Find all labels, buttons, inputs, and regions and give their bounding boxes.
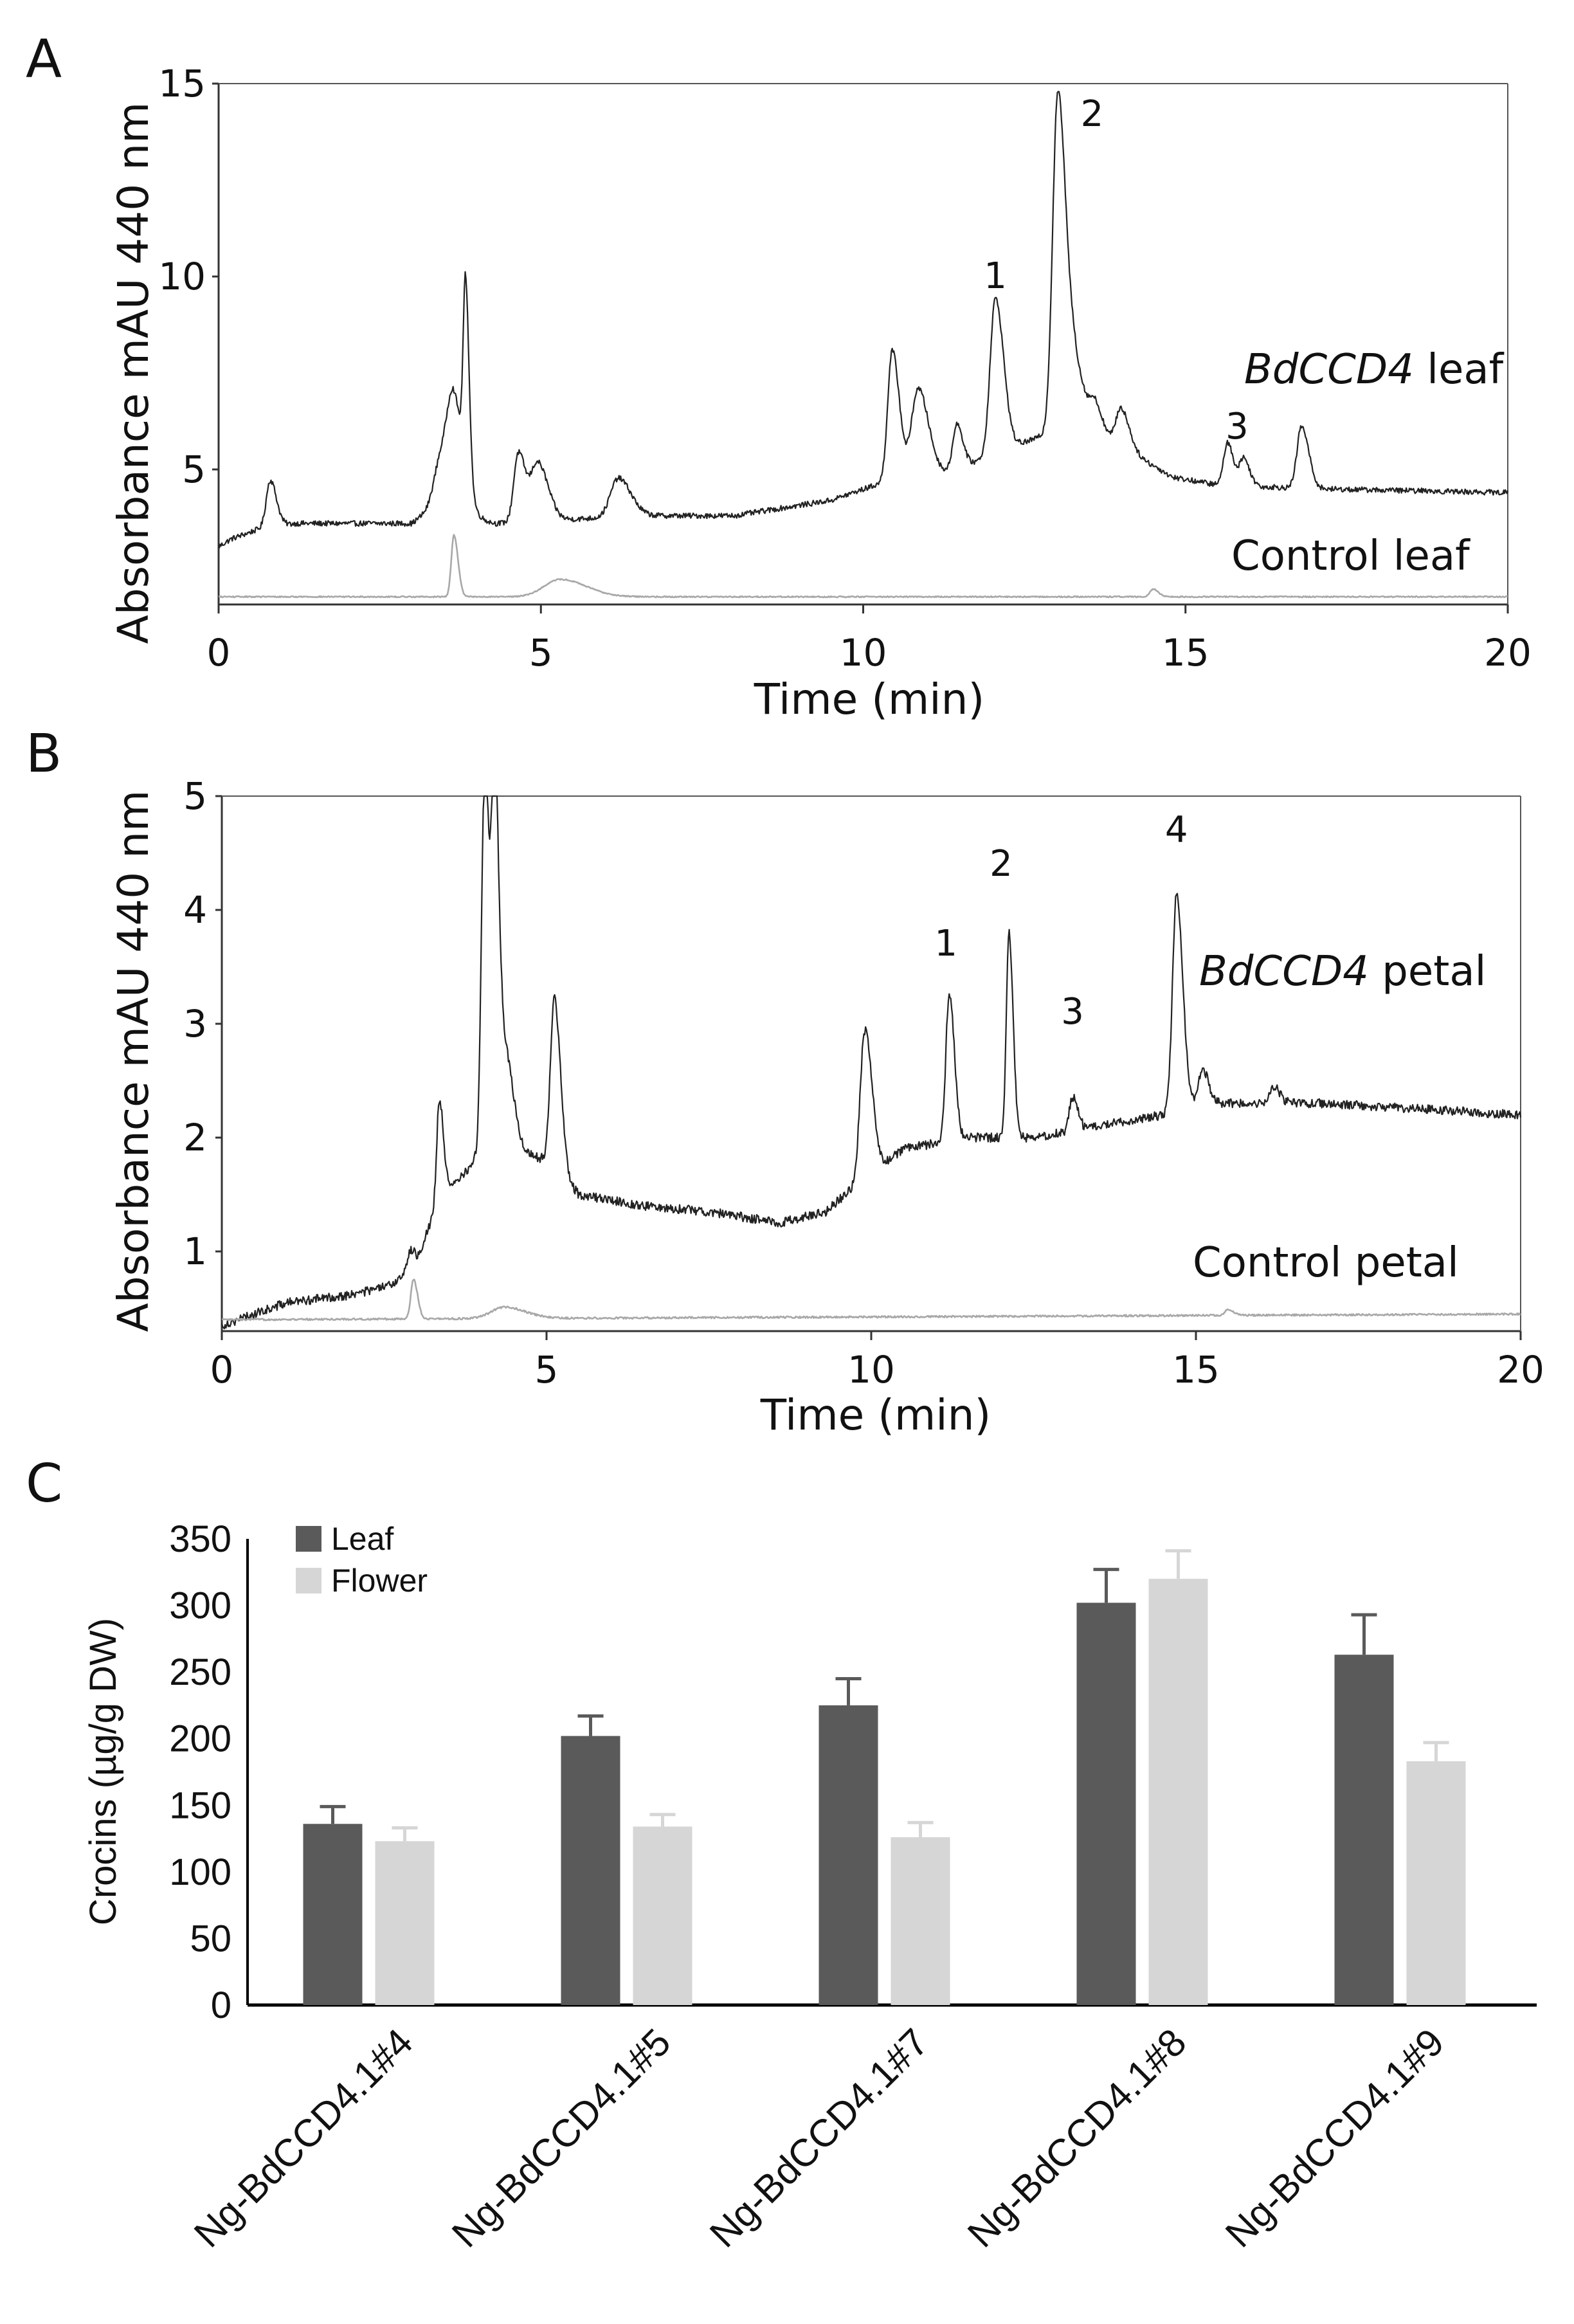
panel-a-peak-label: 3 [1226,406,1249,448]
panel-c-y-tick-label: 100 [169,1851,231,1893]
bar-flower-2 [633,1826,692,2005]
legend-label-flower: Flower [331,1563,428,1599]
panel-c-category-label: Ng-BdCCD4.1#9 [1217,2020,1452,2256]
panel-a-trace-control-leaf [219,534,1508,599]
bar-leaf-5 [1334,1655,1394,2005]
panel-c-ytitle-group: Crocins (µg/g DW) [82,1618,124,1925]
bar-leaf-1 [303,1824,363,2005]
panel-c-y-axis-title: Crocins (µg/g DW) [82,1618,124,1925]
bar-flower-1 [375,1841,435,2005]
panel-a-label-control-leaf: Control leaf [1231,532,1470,580]
panel-c-y-tick-label: 150 [169,1784,231,1826]
panel-c-y-tick-label: 200 [169,1718,231,1760]
panel-b-ytitle-group: Absorbance mAU 440 nm [109,790,158,1332]
panel-b-x-tick-label: 20 [1497,1348,1544,1392]
panel-c-category-label: Ng-BdCCD4.1#8 [959,2020,1195,2256]
panel-c-y-tick-label: 250 [169,1651,231,1693]
panel-b-y-tick-label: 4 [183,888,207,932]
bar-flower-3 [891,1837,950,2005]
panel-b-trace-control-petal [221,1278,1521,1321]
panel-b-x-tick-label: 5 [535,1348,559,1392]
panel-a-x-axis-title: Time (min) [754,675,984,724]
panel-c-category-label: Ng-BdCCD4.1#4 [186,2020,421,2256]
panel-a-x-tick-label: 10 [840,631,887,675]
panel-a-chromatogram: A Absorbance mAU 440 nm Time (min) 0 5 10 1… [26,29,1532,724]
bar-flower-5 [1406,1761,1466,2005]
panel-b-x-axis-title: Time (min) [760,1390,991,1440]
panel-a-peak-label: 2 [1081,93,1104,135]
bar-leaf-3 [819,1705,878,2005]
panel-b-peak-label: 3 [1061,991,1084,1033]
panel-a-label-bdccd4-leaf: BdCCD4 leaf [1244,346,1505,394]
legend-label-leaf: Leaf [331,1521,394,1557]
bar-leaf-4 [1076,1602,1136,2005]
panel-b-peak-label: 4 [1165,809,1188,851]
panel-b-trace-bdccd4-petal [221,795,1522,1330]
panel-a-y-axis-title: Absorbance mAU 440 nm [109,102,158,644]
panel-a-x-tick-label: 0 [207,631,231,675]
panel-c-category-label: Ng-BdCCD4.1#5 [444,2020,679,2256]
legend-swatch-leaf [296,1526,321,1552]
panel-b-label-control-petal: Control petal [1193,1239,1459,1287]
panel-b-y-axis-title: Absorbance mAU 440 nm [109,790,158,1332]
panel-c-y-tick-label: 300 [169,1585,231,1627]
panel-b-y-tick-label: 1 [183,1230,207,1273]
panel-b-label-bdccd4-petal: BdCCD4 petal [1199,948,1486,995]
panel-b-x-tick-label: 15 [1172,1348,1220,1392]
panel-b-peak-label: 2 [990,843,1013,885]
panel-c-y-tick-label: 350 [169,1518,231,1560]
panel-a-peak-label: 1 [984,255,1007,297]
panel-c-y-tick-label: 50 [190,1918,231,1959]
panel-c-letter: C [26,1453,62,1514]
panel-b-y-tick-label: 5 [183,774,207,818]
panel-a-trace-bdccd4-leaf [217,91,1509,549]
panel-a-x-tick-label: 5 [529,631,553,675]
panel-a-letter: A [26,29,62,90]
panel-c-bar-chart: C Crocins (µg/g DW) 0 50 100 150 200 250 300 35… [26,1453,1537,2256]
panel-b-x-tick-label: 10 [847,1348,895,1392]
panel-b-peak-label: 1 [934,923,957,965]
panel-c-category-label: Ng-BdCCD4.1#7 [701,2020,937,2256]
panel-c-legend: Leaf Flower [296,1521,428,1599]
panel-a-ytitle-group: Absorbance mAU 440 nm [109,102,158,644]
panel-b-chromatogram: B Absorbance mAU 440 nm Time (min) 0 5 10 1… [26,723,1544,1440]
panel-a-x-tick-label: 20 [1484,631,1532,675]
panel-a-y-tick-label: 5 [182,448,206,491]
bar-flower-4 [1148,1579,1208,2005]
bar-leaf-2 [561,1736,620,2005]
panel-c-y-tick-label: 0 [211,1984,231,2026]
panel-a-y-tick-label: 15 [158,62,206,105]
panel-b-x-tick-label: 0 [210,1348,234,1392]
panel-b-y-tick-label: 3 [183,1002,207,1046]
panel-a-y-tick-label: 10 [158,255,206,298]
panel-b-y-tick-label: 2 [183,1116,207,1159]
panel-a-x-tick-label: 15 [1162,631,1209,675]
legend-swatch-flower [296,1568,321,1593]
panel-b-letter: B [26,723,62,785]
